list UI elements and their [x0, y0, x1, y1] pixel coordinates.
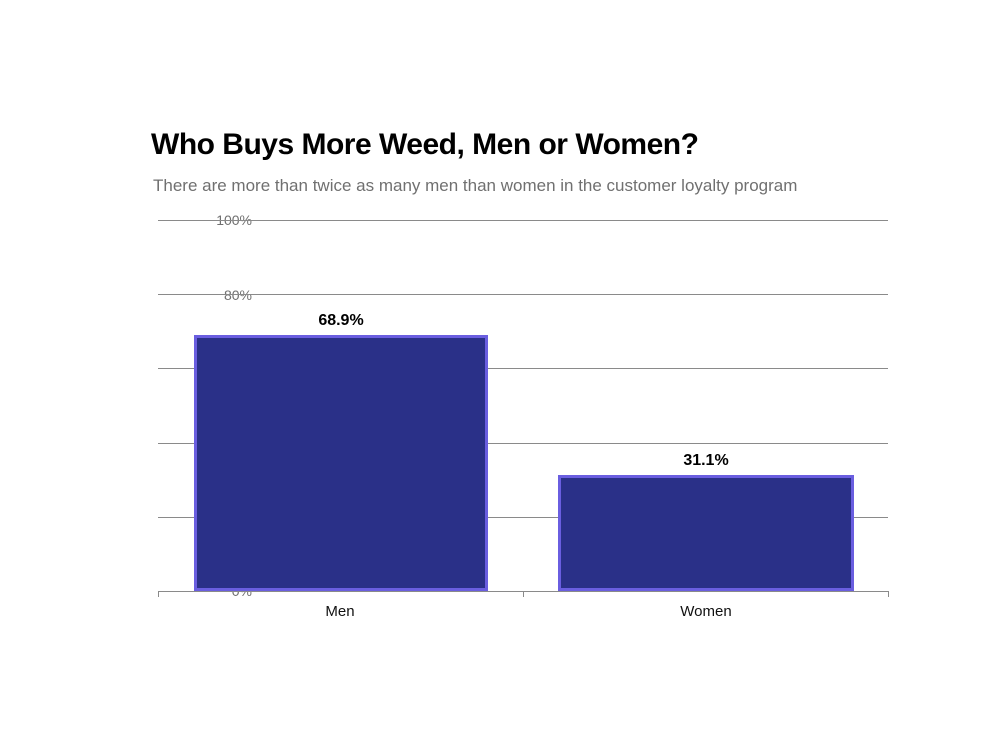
value-label-men: 68.9% [318, 312, 364, 329]
chart-title: Who Buys More Weed, Men or Women? [151, 128, 699, 161]
x-tick [888, 591, 889, 597]
gridline [158, 517, 888, 518]
bar-men [194, 335, 488, 591]
x-label-men: Men [325, 603, 355, 620]
value-label-women: 31.1% [683, 452, 729, 469]
bar-women [558, 475, 854, 591]
gridline [158, 443, 888, 444]
y-tick-label: 80% [223, 287, 252, 303]
x-tick [158, 591, 159, 597]
plot-area [158, 220, 888, 592]
x-tick [523, 591, 524, 597]
gridline [158, 368, 888, 369]
gridline [158, 220, 888, 221]
chart-subtitle: There are more than twice as many men th… [153, 176, 798, 195]
gridline [158, 294, 888, 295]
x-label-women: Women [680, 603, 732, 620]
